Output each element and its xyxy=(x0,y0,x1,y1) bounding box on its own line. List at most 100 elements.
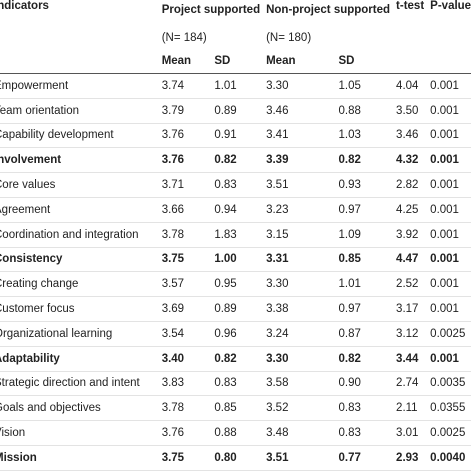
mean-project-cell: 3.76 xyxy=(155,420,209,446)
mean-project-cell: 3.75 xyxy=(155,247,209,273)
table-row: Strategic direction and intent 3.83 0.83 3.… xyxy=(0,371,472,397)
mean-project-cell: 3.76 xyxy=(155,123,209,149)
p-value-cell: 0.001 xyxy=(424,197,472,223)
mean-project-cell: 3.71 xyxy=(155,172,209,198)
table-row: Capability development 3.76 0.91 3.41 1.03 3.… xyxy=(0,123,472,149)
t-test-cell: 3.46 xyxy=(390,123,425,149)
header-spacer xyxy=(0,48,156,74)
header-sd-project: SD xyxy=(208,48,261,74)
indicator-cell: Mission xyxy=(0,445,156,471)
t-test-cell: 3.17 xyxy=(390,296,425,322)
table-row: Agreement3.660.943.230.974.250.001 xyxy=(0,197,472,223)
mean-project-cell: 3.72 xyxy=(155,470,209,474)
sd-non-project-cell: 0.87 xyxy=(332,321,391,347)
mean-non-project-cell: 3.52 xyxy=(260,395,333,422)
p-value-cell: 0.001 xyxy=(424,98,472,124)
sd-project-cell: 0.80 xyxy=(208,445,261,471)
table-row: Overall organizational culture3.720.753.… xyxy=(0,470,472,474)
indicator-cell: Adaptability xyxy=(0,346,156,372)
mean-non-project-cell: 3.51 xyxy=(260,172,333,198)
sd-non-project-cell: 1.05 xyxy=(332,73,391,99)
indicator-cell: Capability development xyxy=(0,123,156,149)
mean-non-project-cell: 3.31 xyxy=(260,247,333,273)
p-value-cell: 0.0025 xyxy=(424,420,472,446)
sd-non-project-cell: 0.93 xyxy=(332,172,391,198)
mean-project-cell: 3.78 xyxy=(155,395,209,422)
t-test-cell: 3.01 xyxy=(390,420,425,446)
mean-project-cell: 3.78 xyxy=(155,222,209,248)
mean-non-project-cell: 3.24 xyxy=(260,321,333,347)
indicator-cell: Core values xyxy=(0,172,156,198)
table-row: Coordination and integration 3.78 1.83 3.15… xyxy=(0,222,472,248)
mean-project-cell: 3.83 xyxy=(155,371,209,397)
header-t-test: t-test xyxy=(396,0,425,12)
sd-project-cell: 0.94 xyxy=(208,197,261,223)
table-row: Empowerment 3.74 1.01 3.30 1.05 4.04 0.001 xyxy=(0,73,472,99)
t-test-cell: 2.52 xyxy=(390,271,425,298)
sd-non-project-cell: 1.03 xyxy=(332,123,391,149)
mean-project-cell: 3.79 xyxy=(155,98,209,124)
t-test-cell: 3.44 xyxy=(390,346,425,372)
sd-non-project-cell: 0.88 xyxy=(332,98,391,124)
header-spacer xyxy=(424,48,472,74)
t-test-cell: 2.93 xyxy=(390,445,425,471)
t-test-cell: 2.74 xyxy=(390,371,425,397)
indicator-cell: Consistency xyxy=(0,247,156,273)
p-value-cell: 0.001 xyxy=(424,73,472,99)
mean-project-cell: 3.76 xyxy=(155,147,209,174)
t-test-cell: 4.47 xyxy=(390,247,425,273)
p-value-cell: 0.001 xyxy=(424,222,472,248)
header-spacer xyxy=(0,28,156,48)
sd-non-project-cell: 1.09 xyxy=(332,222,391,248)
p-value-cell: 0.0355 xyxy=(424,395,472,422)
sd-project-cell: 0.89 xyxy=(208,296,261,322)
t-test-cell: 2.82 xyxy=(390,172,425,198)
mean-non-project-cell: 3.30 xyxy=(260,73,333,99)
indicator-cell: Team orientation xyxy=(0,98,156,124)
mean-project-cell: 3.75 xyxy=(155,445,209,471)
mean-project-cell: 3.54 xyxy=(155,321,209,347)
t-test-cell: 3.12 xyxy=(390,321,425,347)
indicator-cell: Overall organizational culture xyxy=(0,470,156,474)
header-spacer xyxy=(390,28,424,48)
header-project-supported: Project supported xyxy=(161,3,261,16)
mean-project-cell: 3.57 xyxy=(155,271,209,298)
sd-project-cell: 0.83 xyxy=(208,172,261,198)
mean-non-project-cell: 3.38 xyxy=(260,470,333,474)
mean-non-project-cell: 3.46 xyxy=(260,98,333,124)
sd-project-cell: 0.85 xyxy=(208,395,261,422)
mean-project-cell: 3.69 xyxy=(155,296,209,322)
sd-project-cell: 0.82 xyxy=(208,346,261,372)
mean-non-project-cell: 3.51 xyxy=(260,445,333,471)
sd-project-cell: 0.88 xyxy=(208,420,261,446)
sd-non-project-cell: 0.82 xyxy=(332,147,391,174)
table-row: Creating change 3.57 0.95 3.30 1.01 2.52 0.001 xyxy=(0,271,472,298)
p-value-cell: 0.001 xyxy=(424,247,472,273)
header-project-n: (N= 184) xyxy=(161,32,207,44)
mean-non-project-cell: 3.30 xyxy=(260,271,333,298)
indicator-cell: Goals and objectives xyxy=(0,395,156,422)
header-p-value: P-value xyxy=(430,0,472,12)
indicator-cell: Customer focus xyxy=(0,296,156,322)
table-row: Adaptability 3.40 0.82 3.30 0.82 3.44 0.001 xyxy=(0,346,472,372)
sd-project-cell: 0.89 xyxy=(208,98,261,124)
p-value-cell: 0.001 xyxy=(424,147,472,174)
table-row: Mission3.750.803.510.772.930.0040 xyxy=(0,445,472,471)
table-body: Empowerment 3.74 1.01 3.30 1.05 4.04 0.001 Team… xyxy=(0,73,472,474)
sd-project-cell: 0.91 xyxy=(208,123,261,149)
header-spacer xyxy=(424,28,471,48)
mean-non-project-cell: 3.41 xyxy=(260,123,333,149)
indicator-cell: Coordination and integration xyxy=(0,222,156,248)
table-row: Goals and objectives 3.78 0.85 3.52 0.83 2.11… xyxy=(0,395,472,422)
t-test-cell: 4.04 xyxy=(390,73,425,99)
mean-non-project-cell: 3.58 xyxy=(260,371,333,397)
header-sd-non-project: SD xyxy=(332,48,391,74)
p-value-cell: 0.0025 xyxy=(424,321,472,347)
sd-non-project-cell: 0.97 xyxy=(332,296,391,322)
mean-non-project-cell: 3.39 xyxy=(260,147,333,174)
table-row: Consistency 3.75 1.00 3.31 0.85 4.47 0.001 xyxy=(0,247,472,273)
sd-project-cell: 0.75 xyxy=(208,470,261,474)
mean-project-cell: 3.74 xyxy=(155,73,209,99)
